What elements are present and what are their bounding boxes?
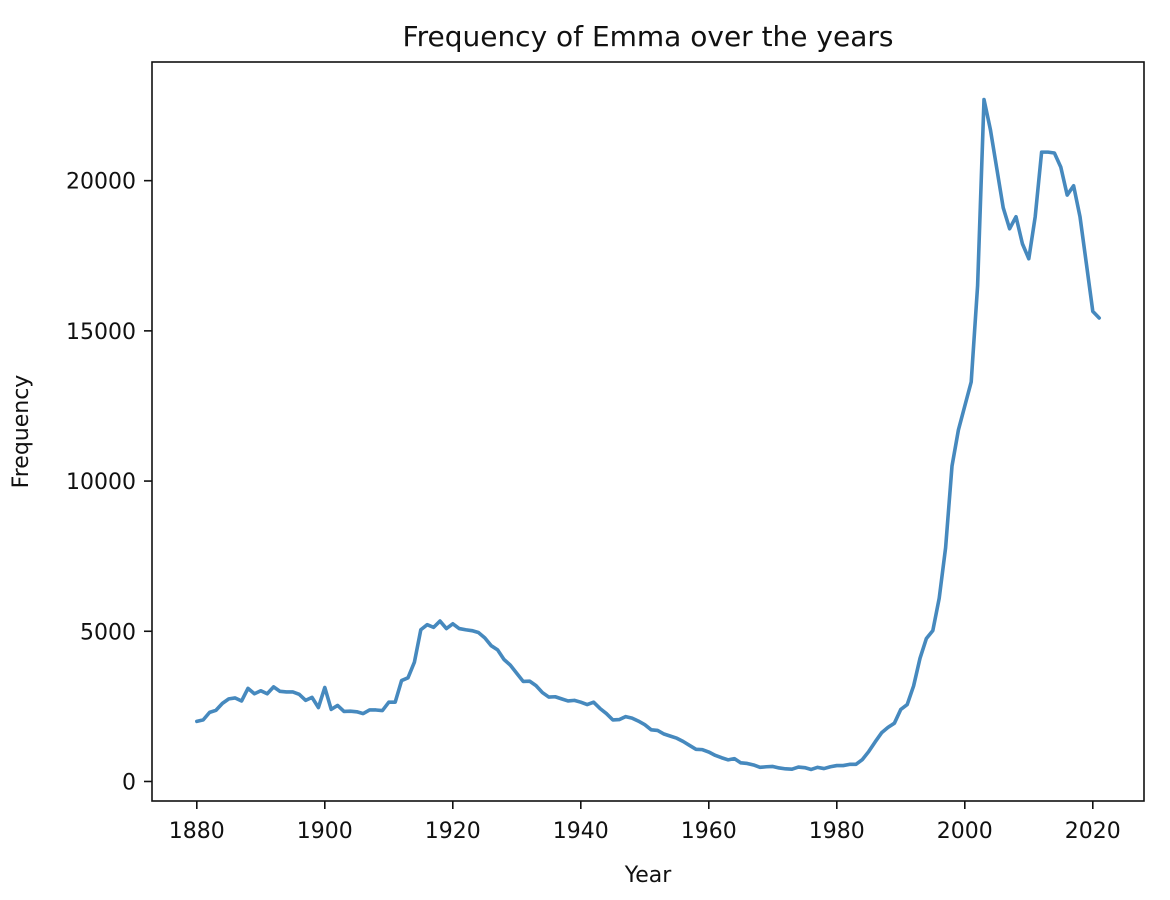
x-tick-label-0: 1880 [169,819,225,844]
x-tick-label-2: 1920 [425,819,481,844]
series-line-0 [195,97,1101,772]
x-tick-label-7: 2020 [1065,819,1121,844]
plot-frame [151,61,1145,802]
y-axis-label: Frequency [9,375,34,489]
x-tick-label-6: 2000 [937,819,993,844]
y-tick-label-1: 5000 [80,620,136,645]
x-axis-label: Year [624,863,673,888]
x-tick-label-1: 1900 [297,819,353,844]
y-tick-label-3: 15000 [66,320,136,345]
x-tick-label-3: 1940 [553,819,609,844]
x-tick-label-4: 1960 [681,819,737,844]
y-tick-label-4: 20000 [66,170,136,195]
x-tick-label-5: 1980 [809,819,865,844]
chart-title: Frequency of Emma over the years [403,20,894,53]
y-tick-label-0: 0 [122,770,136,795]
y-tick-label-2: 10000 [66,470,136,495]
